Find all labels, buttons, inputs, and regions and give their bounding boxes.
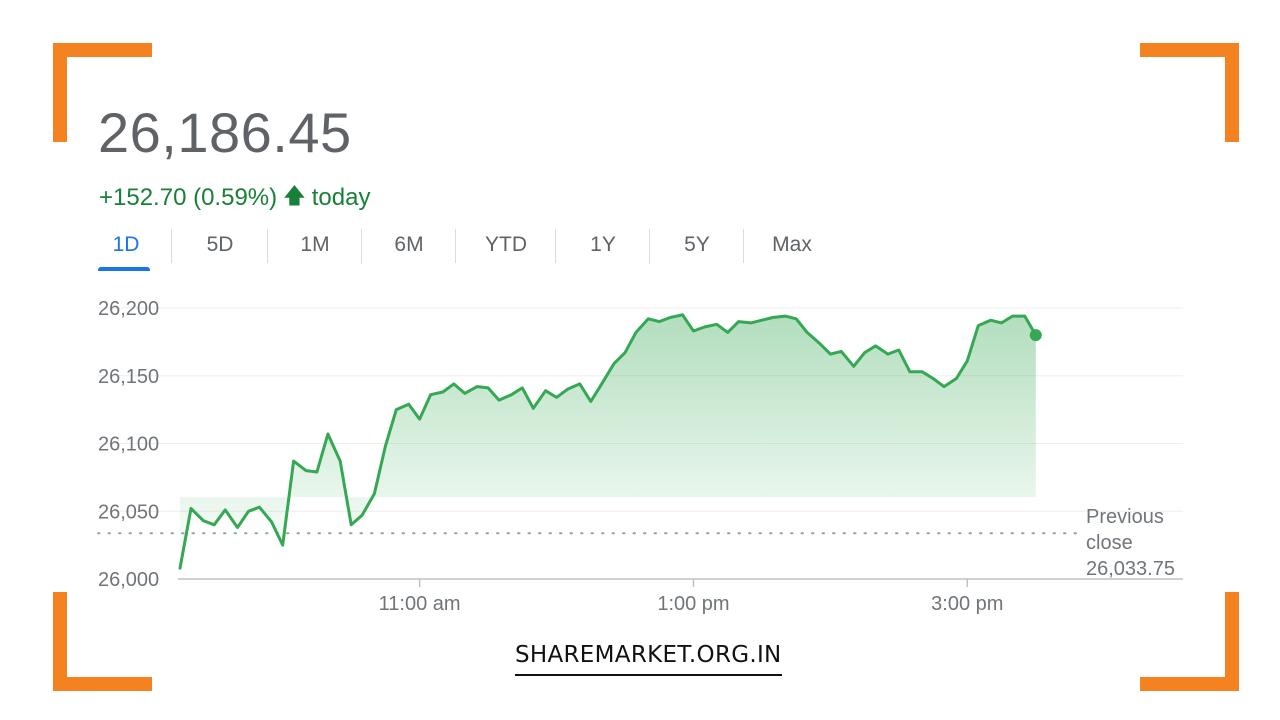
tab-ytd[interactable]: YTD [456,225,556,265]
tab-label: 1D [112,233,140,256]
tab-label: YTD [485,233,527,256]
y-tick-label: 26,100 [98,434,159,456]
y-tick-label: 26,000 [98,569,159,591]
tab-6m[interactable]: 6M [362,225,456,265]
tab-1y[interactable]: 1Y [556,225,650,265]
tab-label: Max [772,233,812,256]
last-price-point [1029,329,1042,342]
tab-label: 6M [394,233,424,256]
frame-corner-top-right [1140,43,1239,142]
tab-1d[interactable]: 1D [80,225,172,271]
tab-label: 5Y [684,233,710,256]
frame-corner-top-left [53,43,152,142]
y-tick-label: 26,050 [98,501,159,523]
site-brand: SHAREMARKET.ORG.IN [515,642,782,676]
active-tab-indicator [98,267,150,271]
tab-label: 1M [300,233,330,256]
change-period: today [311,184,371,211]
tab-5d[interactable]: 5D [172,225,268,265]
arrow-up-icon: 🡅 [283,183,306,208]
price-line [178,313,1038,570]
current-price: 26,186.45 [98,101,352,164]
x-tick-label: 3:00 pm [931,593,1003,615]
previous-close-label: Previous [1086,506,1164,528]
tab-max[interactable]: Max [744,225,840,265]
tab-label: 1Y [590,233,616,256]
range-tabs: 1D 5D 1M 6M YTD 1Y 5Y Max [80,225,840,271]
tab-1m[interactable]: 1M [268,225,362,265]
frame-corner-bottom-right [1140,592,1239,691]
x-tick-label: 11:00 am [379,593,461,615]
x-tick-label: 1:00 pm [657,593,729,615]
tab-label: 5D [206,233,234,256]
frame-corner-bottom-left [53,592,152,691]
price-change: +152.70 (0.59%) 🡅 today [99,179,370,217]
y-tick-label: 26,150 [98,366,159,388]
change-value: +152.70 (0.59%) [99,184,278,211]
tab-5y[interactable]: 5Y [650,225,744,265]
previous-close-label: close [1086,532,1133,554]
previous-close-label: 26,033.75 [1086,558,1175,580]
price-area-fill [180,314,1036,569]
y-tick-label: 26,200 [98,298,159,320]
price-chart[interactable]: 26,000 26,050 26,100 26,150 26,200 11:00 am 1:… [0,280,1280,620]
